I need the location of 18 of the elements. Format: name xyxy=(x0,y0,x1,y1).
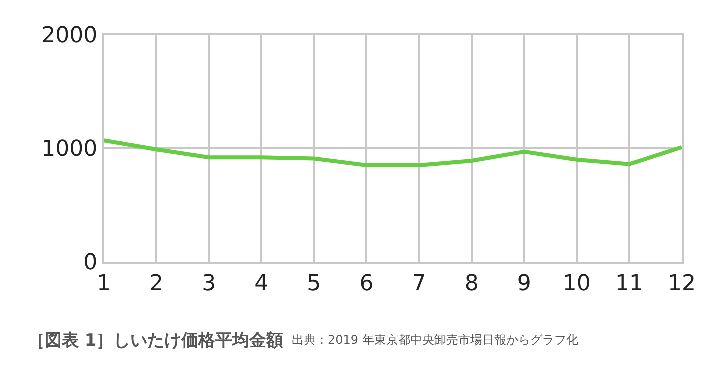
line-series xyxy=(104,138,682,168)
x-tick-label: 8 xyxy=(464,271,479,296)
x-tick-label: 3 xyxy=(202,271,216,296)
source-note: 出典：2019 年東京都中央卸売市場日報からグラフ化 xyxy=(292,333,578,347)
text: ［図表 1］しいたけ価格平均金額 xyxy=(28,330,284,351)
y-tick-label: 0 xyxy=(84,250,98,276)
x-tick-label: 5 xyxy=(307,271,322,296)
x-tick-label: 12 xyxy=(668,271,696,296)
x-tick-label: 11 xyxy=(615,271,644,296)
y-tick-label: 2000 xyxy=(42,24,98,49)
x-tick-label: 4 xyxy=(254,271,269,296)
x-tick-label: 6 xyxy=(360,271,374,296)
x-tick-label: 9 xyxy=(517,271,532,296)
y-tick-label: 1000 xyxy=(42,137,98,162)
x-tick-label: 7 xyxy=(412,271,426,296)
x-tick-label: 1 xyxy=(97,271,111,296)
x-tick-label: 2 xyxy=(150,271,164,296)
x-tick-label: 10 xyxy=(562,271,591,296)
